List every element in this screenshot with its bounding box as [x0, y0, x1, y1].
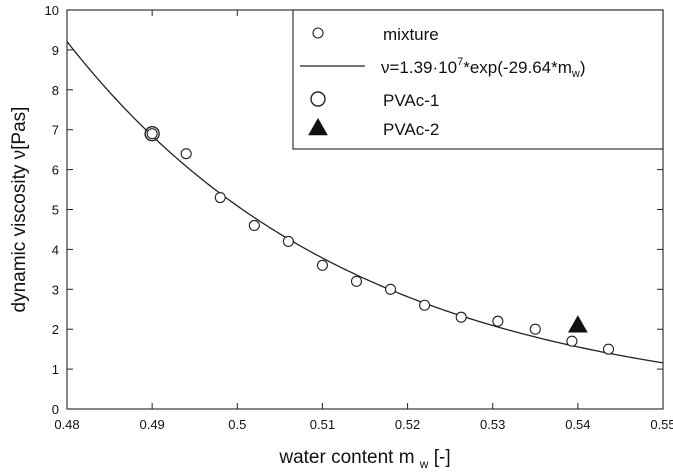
mixture-point — [492, 315, 504, 327]
legend-box — [292, 9, 664, 150]
pvac2-point — [567, 315, 588, 333]
data-points-layer — [144, 125, 615, 355]
x-tick-label: 0.51 — [310, 417, 335, 432]
y-tick-label: 3 — [52, 282, 59, 297]
fit-line-layer — [66, 41, 664, 364]
mixture-point — [214, 191, 226, 204]
y-tick-label: 5 — [52, 203, 59, 218]
y-tick-label: 1 — [52, 362, 59, 377]
x-axis-label-main: water content m — [278, 447, 414, 468]
mixture-point — [455, 311, 467, 323]
x-tick-label: 0.54 — [565, 417, 590, 432]
mixture-point — [419, 299, 431, 311]
y-tick-label: 2 — [52, 322, 59, 337]
legend-pvac1-label: PVAc-1 — [383, 91, 439, 110]
legend-pvac2-symbol — [308, 117, 328, 136]
mixture-point — [316, 259, 328, 271]
y-tick-label: 6 — [52, 163, 59, 178]
x-axis-label-subscript: w — [419, 457, 429, 471]
legend-fit-label-part: *exp(-29.64*m — [463, 58, 572, 77]
mixture-point — [384, 283, 397, 295]
x-tick-label: 0.49 — [139, 417, 164, 432]
mixture-point — [566, 335, 578, 347]
mixture-point — [602, 343, 615, 355]
pvac1-point — [144, 125, 160, 142]
x-tick-label: 0.55 — [650, 417, 673, 432]
mixture-point — [350, 275, 363, 287]
y-tick-label: 9 — [52, 43, 59, 58]
mixture-point — [529, 323, 541, 335]
y-tick-label: 4 — [52, 242, 59, 257]
legend-pvac2-label: PVAc-2 — [383, 120, 439, 139]
legend: mixture ν=1.39·107*exp(-29.64*mw) PVAc-1 PV… — [292, 9, 664, 150]
mixture-point — [282, 235, 294, 247]
y-tick-label: 0 — [52, 402, 59, 417]
legend-fit-label-subscript: w — [571, 68, 580, 80]
x-axis-label: water content m w [-] — [278, 447, 450, 473]
ticks-layer: 0.48 0.49 0.5 0.51 0.52 0.53 0.54 0.55 0 1 2 3 4 5 6 7 8… — [45, 3, 673, 432]
y-tick-label: 10 — [45, 3, 59, 18]
x-tick-label: 0.48 — [54, 417, 79, 432]
y-axis-label: dynamic viscosity ν[Pas] — [9, 107, 30, 313]
x-tick-label: 0.5 — [228, 417, 246, 432]
legend-fit-label: ν=1.39·107*exp(-29.64*mw) — [381, 56, 586, 80]
mixture-point — [248, 219, 260, 232]
legend-mixture-label: mixture — [383, 25, 439, 44]
mixture-point — [146, 128, 158, 140]
legend-fit-label-exponent: 7 — [457, 56, 463, 68]
mixture-point — [180, 148, 192, 160]
x-tick-label: 0.52 — [395, 417, 420, 432]
y-tick-label: 7 — [52, 123, 59, 138]
x-axis-label-unit: [-] — [434, 447, 451, 468]
legend-fit-label-part: ν=1.39·10 — [381, 58, 457, 77]
x-tick-label: 0.53 — [480, 417, 505, 432]
legend-pvac1-symbol — [310, 91, 326, 107]
legend-mixture-symbol — [312, 27, 324, 39]
fit-curve — [66, 41, 664, 364]
y-tick-label: 8 — [52, 83, 59, 98]
legend-fit-label-part: ) — [580, 58, 586, 77]
